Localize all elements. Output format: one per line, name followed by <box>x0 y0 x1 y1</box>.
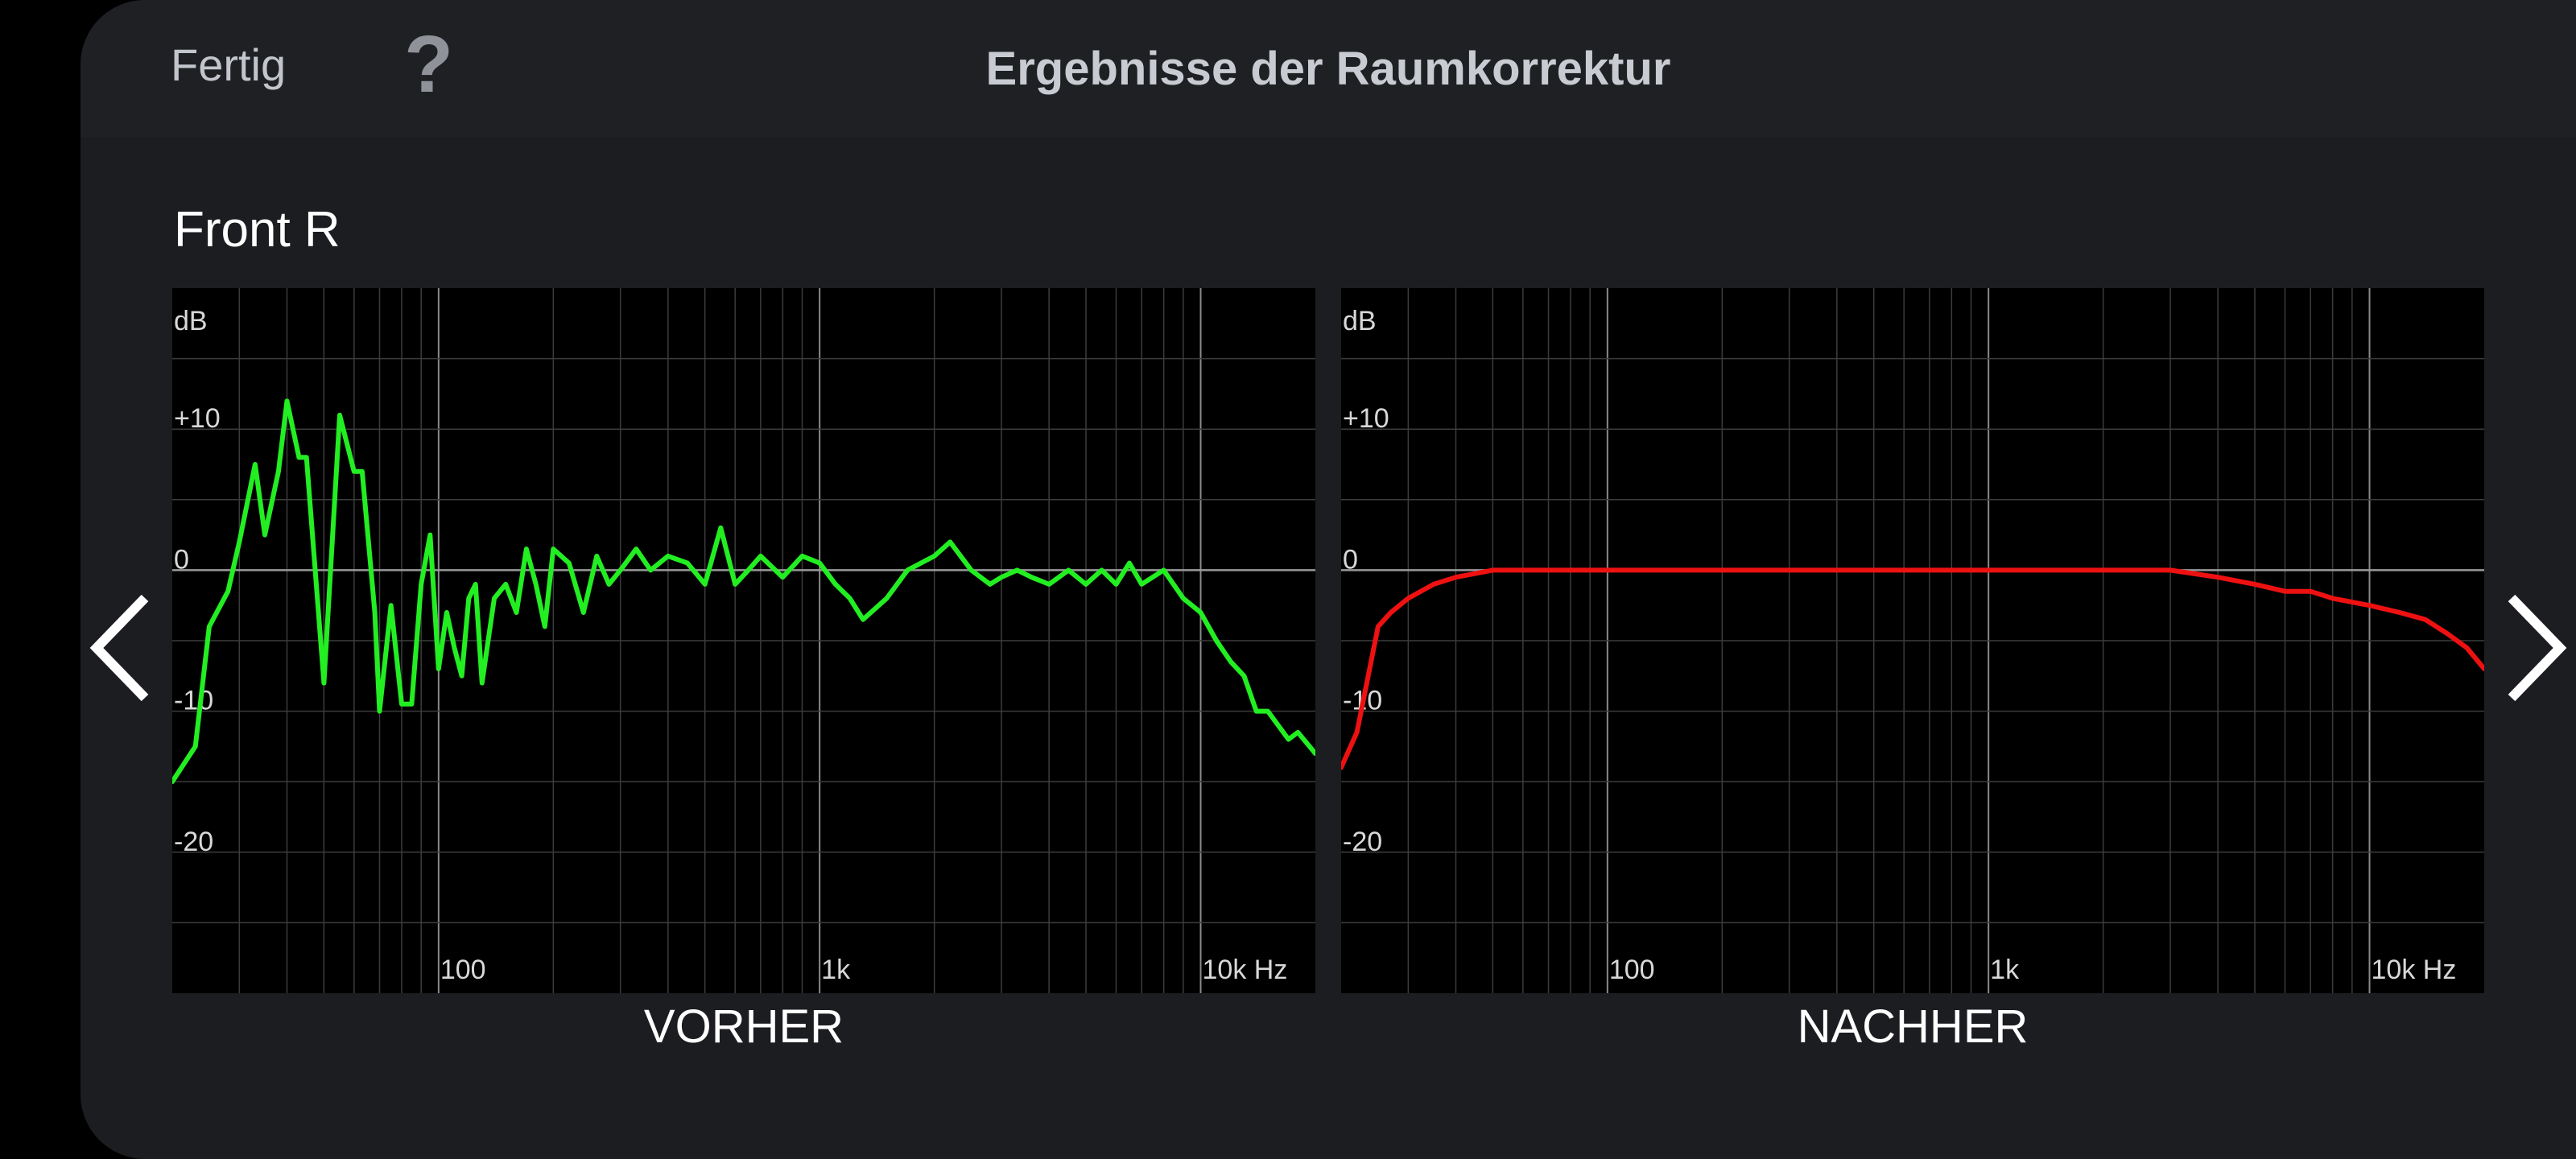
y-tick-label: -20 <box>174 827 213 857</box>
after-caption: NACHHER <box>1797 1000 2029 1053</box>
chevron-right-icon <box>2508 594 2567 702</box>
y-tick-label: 0 <box>1343 544 1358 575</box>
series-line <box>172 398 1315 785</box>
before-chart: +10 0 -10 -20 dB 100 1k 10k Hz <box>172 288 1315 993</box>
chevron-left-icon <box>89 594 149 702</box>
y-tick-label: -10 <box>174 686 213 716</box>
y-tick-label: +10 <box>1343 403 1389 434</box>
y-tick-label: 0 <box>174 544 189 575</box>
channel-label: Front R <box>174 202 341 258</box>
series-line <box>1341 567 2484 770</box>
previous-channel-button[interactable] <box>89 592 153 708</box>
x-tick-label: 10k Hz <box>2372 955 2457 985</box>
x-tick-label: 1k <box>1990 955 2020 985</box>
y-tick-label: +10 <box>174 403 221 434</box>
x-tick-label: 100 <box>440 955 486 985</box>
x-tick-label: 10k Hz <box>1203 955 1288 985</box>
header-bar: Fertig ? Ergebnisse der Raumkorrektur <box>80 0 2576 137</box>
y-tick-label: -20 <box>1343 827 1382 857</box>
next-channel-button[interactable] <box>2504 592 2568 708</box>
y-axis-label: dB <box>1343 306 1377 336</box>
help-icon[interactable]: ? <box>404 19 454 109</box>
before-caption: VORHER <box>643 1000 844 1053</box>
page-title: Ergebnisse der Raumkorrektur <box>985 43 1671 95</box>
x-tick-label: 1k <box>821 955 851 985</box>
y-axis-label: dB <box>174 306 208 336</box>
done-button[interactable]: Fertig <box>171 39 287 90</box>
room-correction-panel: Fertig ? Ergebnisse der Raumkorrektur Fr… <box>80 0 2576 1159</box>
x-tick-label: 100 <box>1609 955 1655 985</box>
